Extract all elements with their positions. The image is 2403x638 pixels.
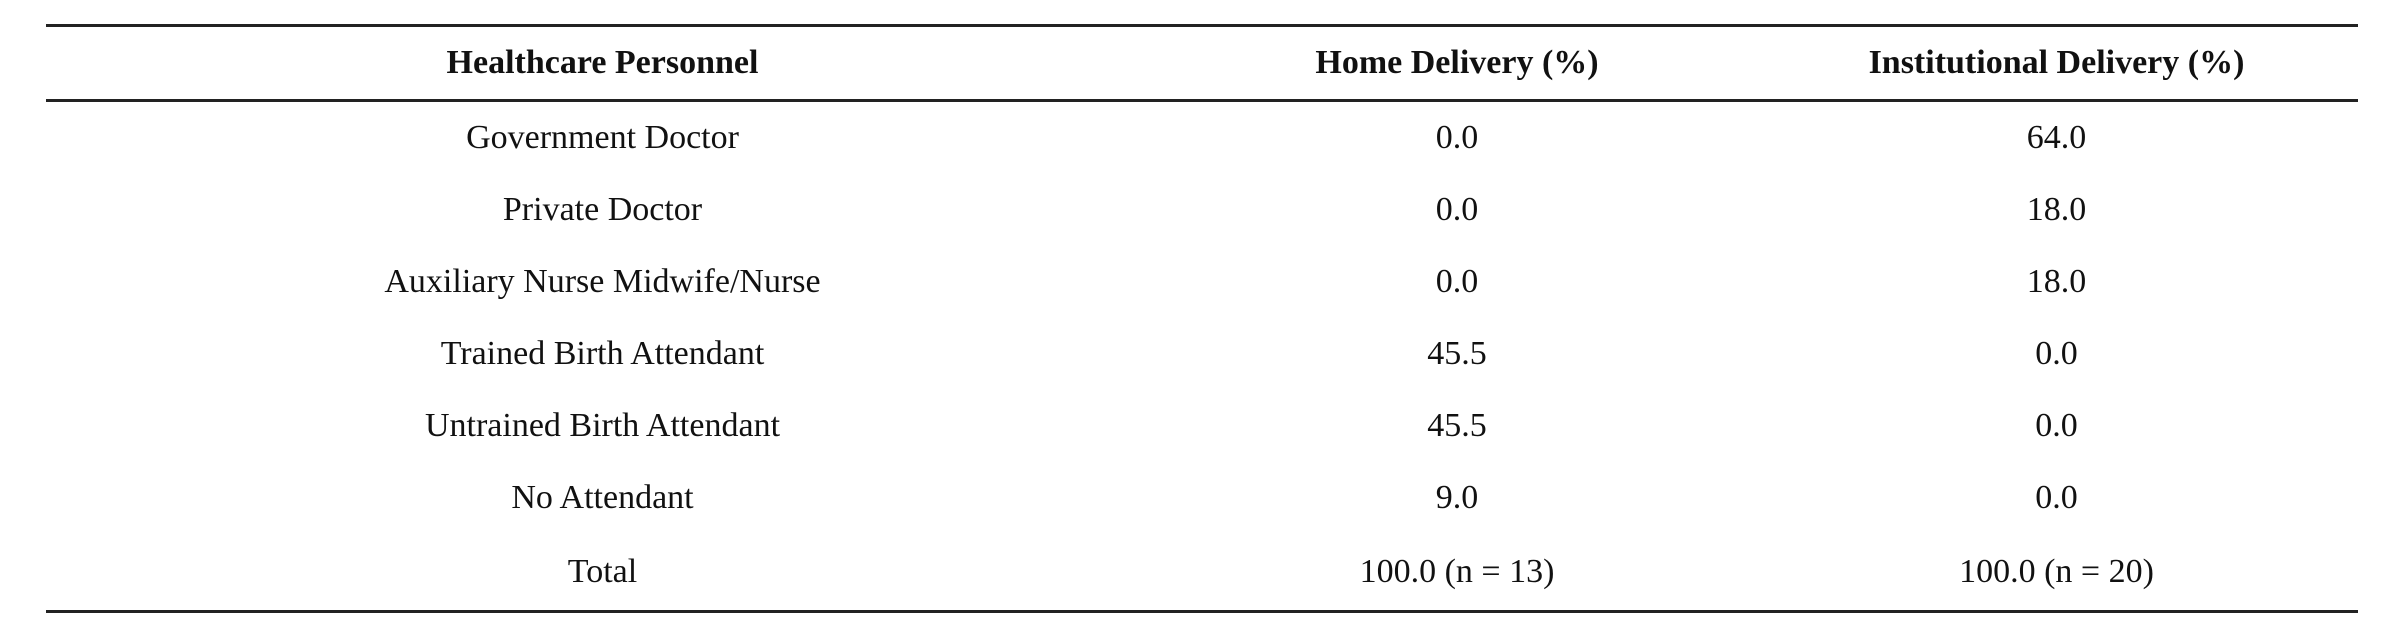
cell-institutional-delivery: 18.0 — [2026, 191, 2087, 228]
cell-institutional-delivery: 0.0 — [2035, 479, 2078, 516]
header-home-delivery: Home Delivery (%) — [1159, 24, 1755, 102]
table-row: Untrained Birth Attendant 45.5 0.0 — [46, 390, 2358, 462]
cell-home-delivery: 9.0 — [1435, 479, 1479, 516]
delivery-personnel-table: Healthcare Personnel Home Delivery (%) I… — [46, 24, 2358, 613]
cell-home-delivery: 0.0 — [1435, 191, 1479, 228]
cell-home-delivery: 100.0 (n = 13) — [1159, 534, 1755, 613]
cell-personnel: Total — [46, 534, 1159, 613]
cell-institutional-delivery: 0.0 — [2035, 335, 2078, 372]
table-row: Auxiliary Nurse Midwife/Nurse 0.0 18.0 — [46, 246, 2358, 318]
table-row: No Attendant 9.0 0.0 — [46, 462, 2358, 534]
table-total-row: Total 100.0 (n = 13) 100.0 (n = 20) — [46, 534, 2358, 613]
table-header-row: Healthcare Personnel Home Delivery (%) I… — [46, 24, 2358, 102]
cell-personnel: No Attendant — [511, 479, 694, 516]
header-healthcare-personnel: Healthcare Personnel — [46, 24, 1159, 102]
table-row: Trained Birth Attendant 45.5 0.0 — [46, 318, 2358, 390]
cell-home-delivery: 0.0 — [1435, 263, 1479, 300]
table-row: Private Doctor 0.0 18.0 — [46, 174, 2358, 246]
data-table-container: Healthcare Personnel Home Delivery (%) I… — [46, 24, 2358, 613]
cell-institutional-delivery: 0.0 — [2035, 407, 2078, 444]
cell-home-delivery: 45.5 — [1427, 407, 1487, 444]
cell-personnel: Government Doctor — [466, 119, 739, 156]
cell-institutional-delivery: 100.0 (n = 20) — [1755, 534, 2358, 613]
cell-home-delivery: 0.0 — [1435, 119, 1479, 156]
cell-institutional-delivery: 64.0 — [2026, 119, 2087, 156]
cell-institutional-delivery: 18.0 — [2026, 263, 2087, 300]
header-institutional-delivery: Institutional Delivery (%) — [1755, 24, 2358, 102]
cell-personnel: Auxiliary Nurse Midwife/Nurse — [384, 263, 821, 300]
cell-personnel: Untrained Birth Attendant — [424, 407, 781, 444]
cell-personnel: Trained Birth Attendant — [440, 335, 765, 372]
cell-personnel: Private Doctor — [502, 191, 703, 228]
cell-home-delivery: 45.5 — [1427, 335, 1487, 372]
table-row: Government Doctor 0.0 64.0 — [46, 101, 2358, 175]
